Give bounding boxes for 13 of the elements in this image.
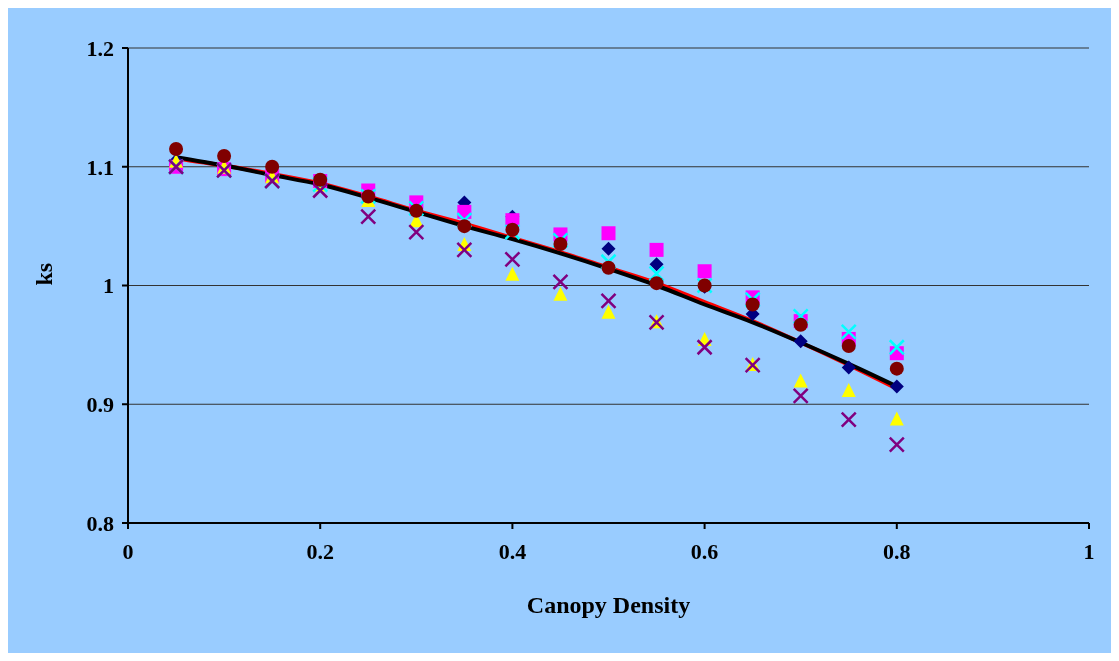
x-tick-label: 0.8 <box>883 538 911 564</box>
y-tick-label: 1 <box>103 273 114 299</box>
y-tick-label: 0.8 <box>86 510 114 536</box>
x-tick-label: 0.6 <box>690 538 719 564</box>
x-tick-label: 0.2 <box>306 538 334 564</box>
x-tick-label: 1 <box>1083 538 1095 564</box>
y-tick-label: 0.9 <box>86 392 114 418</box>
y-axis-title: ks <box>30 262 57 286</box>
y-tick-label: 1.1 <box>86 154 114 180</box>
x-tick-label: 0.4 <box>498 538 527 564</box>
x-axis-title: Canopy Density <box>526 592 691 618</box>
x-tick-label: 0 <box>122 538 134 564</box>
y-tick-label: 1.2 <box>86 35 114 61</box>
